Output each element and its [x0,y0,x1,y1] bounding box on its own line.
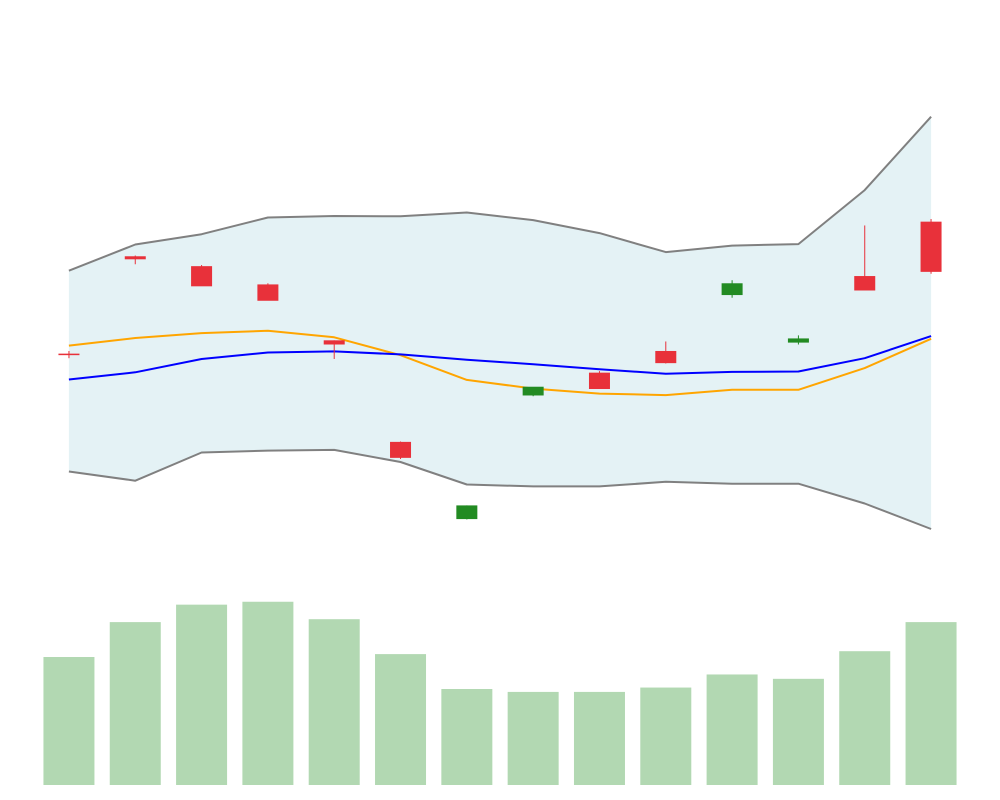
volume-bar [772,678,824,785]
volume-bar [176,604,228,785]
volume-bar [573,691,625,785]
candle-body [257,284,279,301]
volume-bar [43,657,95,785]
candle-body [323,340,345,345]
lower-band-line [68,448,932,530]
candle-body [124,256,146,260]
candle-body [456,505,478,520]
volume-bar [640,687,692,785]
band-fill [68,116,932,529]
volume-bar [441,689,493,785]
trend-line [68,335,932,381]
volume-panel [43,601,957,785]
candle-body [588,372,610,390]
upper-band-line [68,116,932,272]
middle-band-line [68,329,932,397]
candle-body [390,441,412,458]
volume-bar [109,622,161,785]
candle-body [787,338,809,343]
price-panel [58,116,942,530]
candle-body [522,386,544,396]
candle-body [854,276,876,291]
volume-bar [507,691,559,785]
candle-body [721,283,743,296]
candle-body [655,350,677,364]
volume-bar [905,622,957,785]
volume-bar [839,651,891,785]
candle-body [191,266,213,287]
volume-bar [242,601,294,785]
candle-body [920,221,942,272]
volume-bar [375,654,427,785]
volume-bar [706,674,758,785]
candle-body [58,353,80,356]
volume-bar [308,619,360,785]
